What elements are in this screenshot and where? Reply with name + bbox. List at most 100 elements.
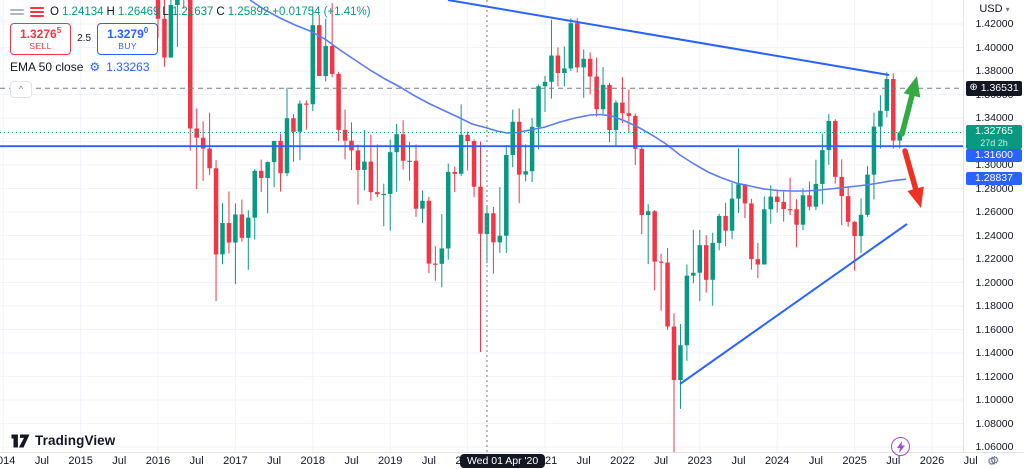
candle-body [626,113,632,116]
ema-50-line[interactable] [249,0,907,192]
lightning-boost-icon[interactable] [891,437,910,456]
collapse-pane-button[interactable]: ^ [10,80,32,98]
candle-body [226,223,232,243]
menu-icon[interactable] [10,6,24,18]
price-tick-label: 1.30000 [975,159,1014,171]
candlestick-series [155,0,902,452]
candle-body [781,201,786,210]
chart-canvas[interactable] [0,0,963,452]
price-tick-label: 1.16000 [975,323,1014,336]
crosshair-date-tooltip: Wed 01 Apr '20 [459,454,546,468]
crosshair-price-label[interactable]: ⊕ 1.36531 [966,80,1022,96]
candle-body [897,132,902,141]
lightning-bolt-glyph [896,440,905,453]
descending-trendline[interactable] [447,0,890,76]
time-axis[interactable]: Wed 01 Apr '20 ⚙ 2014 Jul 2015 Jul 2016 Jul 20… [0,452,1024,469]
candle-body [652,211,657,262]
time-tick-label-2024: 2024 [764,455,790,467]
candle-body [729,198,735,231]
candle-body [194,128,199,138]
time-axis-settings-gear-icon[interactable]: ⚙ [987,456,997,468]
candle-body [658,261,664,263]
candle-body [471,141,477,187]
candle-body [529,126,535,172]
candle-body [710,242,715,280]
candle-body [297,103,303,132]
price-tick-label: 1.24000 [975,229,1014,242]
candle-body [884,78,890,111]
close-value: 1.25892 [227,6,270,18]
down-arrow-drawing[interactable] [902,148,924,208]
ascending-trendline[interactable] [679,223,908,385]
candle-body [833,120,838,177]
candle-body [755,259,761,265]
candle-body [413,160,419,209]
ema-price-label: 1.28837 [966,172,1022,186]
candle-body [813,183,819,207]
price-tick-label: 1.06000 [975,441,1014,453]
sell-price-sup: 5 [56,26,62,35]
candle-body [555,55,561,73]
candle-body [807,195,812,207]
price-tick-label: 1.34000 [975,112,1014,124]
sell-button[interactable]: 1.32765 SELL [10,23,72,55]
time-tick-label-2017: 2017 [223,455,248,467]
candle-body [168,4,174,58]
candle-body [613,102,619,130]
candle-body [684,275,690,346]
candle-body [329,45,335,74]
candle-body [878,110,883,127]
candle-body [633,115,638,149]
time-tick-label-jul: Jul [34,455,49,467]
time-tick-label-2016: 2016 [145,455,171,467]
candle-body [433,263,438,265]
candle-body [400,134,406,161]
candle-body [504,155,509,236]
candle-body [852,221,857,237]
candle-body [716,215,722,243]
arrow-shaft [902,148,920,196]
candle-body [336,73,341,130]
buy-button[interactable]: 1.32790 BUY [97,23,159,55]
currency-selector[interactable]: USD ▾ [964,3,1024,15]
candle-body [200,137,206,149]
add-alert-plus-icon[interactable]: ⊕ [969,82,978,94]
candle-body [233,214,238,243]
candle-body [465,134,470,142]
candle-body [420,200,425,209]
price-tick-label: 1.28000 [975,182,1014,195]
candle-body [355,150,361,170]
tradingview-logo[interactable]: TradingView [11,433,115,448]
candle-body [865,174,870,215]
arrow-head [903,76,921,98]
candle-body [310,25,316,105]
candle-body [291,118,296,132]
price-axis-settings-gear-icon[interactable]: ⚙ [989,455,1000,467]
candle-body [252,170,257,218]
candle-body [697,245,703,273]
time-tick-label-2019: 2019 [377,455,403,467]
buy-price: 1.3279 [107,27,144,41]
price-axis[interactable]: 1.06000 1.08000 1.10000 1.12000 1.14000 1.160… [963,0,1024,467]
tradingview-logo-mark [11,434,30,447]
candle-body [568,23,574,69]
candle-body [871,126,877,175]
last-price-value: 1.32765 [975,125,1013,137]
price-tick-label: 1.18000 [975,300,1014,312]
last-price-label: 1.32765 27d 2h [966,125,1022,149]
symbol-menu-icon[interactable] [30,6,44,18]
price-tick-label: 1.40000 [975,41,1014,54]
bar-countdown: 27d 2h [980,138,1008,148]
chevron-down-icon: ▾ [1005,5,1010,14]
time-tick-label-jul: Jul [731,455,746,467]
candle-body [271,140,277,163]
up-arrow-drawing[interactable] [899,76,921,137]
ohlc-values: O 1.24134 H 1.26469 L 1.21637 C 1.25892 +0.0… [50,6,371,18]
indicator-settings-icon[interactable]: ⚙ [89,59,101,74]
time-tick-label-2025: 2025 [842,455,867,467]
candle-body [213,168,219,255]
candle-body [188,0,193,129]
candle-body [375,192,380,195]
open-value: 1.24134 [61,6,104,18]
